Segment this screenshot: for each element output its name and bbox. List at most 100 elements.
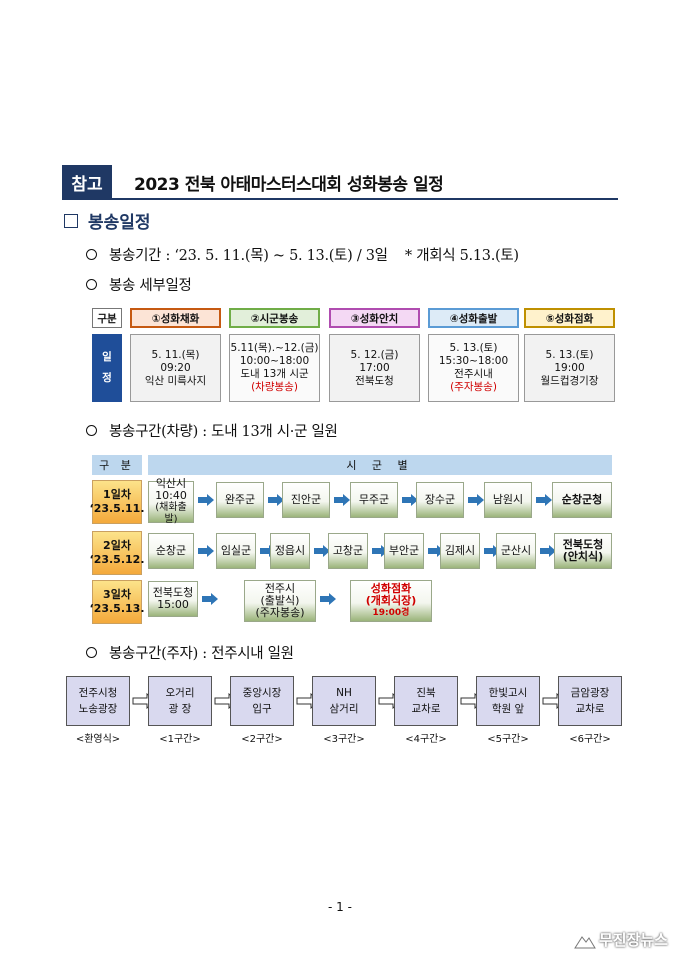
right-arrow-icon — [334, 494, 350, 506]
city-box: 군산시 — [496, 533, 536, 569]
city-name: 전주시 — [264, 582, 296, 595]
stage-detail-line: 도내 13개 시군 — [240, 368, 309, 380]
circle-bullet-icon — [86, 279, 97, 290]
stage-detail-line: 월드컵경기장 — [540, 374, 599, 387]
city-name: 고창군 — [332, 544, 364, 557]
stop-name: 입구 — [252, 703, 272, 715]
stage-detail-line: 익산 미륵사지 — [144, 374, 207, 387]
day-cell: 2일차 ‘23.5.12. — [89, 531, 145, 575]
right-arrow-icon — [314, 545, 330, 557]
route-header: 구 분 시 군 별 — [92, 455, 612, 475]
city-box: 임실군 — [216, 533, 256, 569]
stop-label: <3구간> — [323, 734, 365, 745]
right-arrow-icon — [540, 545, 556, 557]
circle-bullet-icon — [86, 425, 97, 436]
stop-name: 광 장 — [168, 703, 192, 715]
city-box: 정읍시 — [270, 533, 310, 569]
city-name: 10:40 — [155, 489, 187, 502]
stage-detail-line: 5. 11.(목) — [151, 348, 200, 361]
city-box: 무주군 — [350, 482, 398, 518]
day-date: ‘23.5.12. — [89, 553, 145, 566]
stage-detail-line: 5. 12.(금) — [350, 348, 399, 361]
page-number: - 1 - — [328, 900, 352, 914]
day-label: 3일차 — [103, 588, 131, 601]
stop-name: NH — [336, 687, 352, 699]
city-name: 익산시 — [155, 477, 187, 490]
city-box: 완주군 — [216, 482, 264, 518]
stage-detail-line: 전주시내 — [454, 368, 493, 380]
city-name: 순창군청 — [561, 493, 603, 506]
vehicle-line: 봉송구간(차량) : 도내 13개 시·군 일원 — [86, 420, 338, 441]
watermark-text: 무진장뉴스 — [598, 931, 668, 949]
stop-label: <6구간> — [569, 734, 611, 745]
city-name: 완주군 — [224, 493, 256, 506]
right-arrow-icon — [402, 494, 418, 506]
stop-name: 노송광장 — [78, 703, 118, 715]
section-heading: 봉송일정 — [64, 208, 151, 233]
stop-name: 중앙시장 — [242, 687, 282, 699]
city-box: 순창군 — [148, 533, 194, 569]
stage-detail-line: 15:30~18:00 — [438, 355, 509, 367]
stop-name: 삼거리 — [329, 703, 359, 715]
period-line: 봉송기간 : ‘23. 5. 11.(목) ~ 5. 13.(토) / 3일 *… — [86, 244, 519, 265]
stage-note: (차량봉송) — [251, 381, 298, 393]
day-label: 2일차 — [103, 539, 131, 552]
city-box: 전북도청 (안치식) — [554, 533, 612, 569]
stage-detail: 5. 13.(토) 15:30~18:00 전주시내 (주자봉송) — [428, 334, 519, 402]
city-name: (주자봉송) — [255, 606, 305, 619]
stage-header: ④성화출발 — [428, 308, 519, 328]
stage-header: ②시군봉송 — [229, 308, 320, 328]
stage-header: ③성화안치 — [329, 308, 420, 328]
city-name: 무주군 — [358, 493, 390, 506]
stop-name: 학원 앞 — [491, 703, 525, 715]
city-name: 진안군 — [290, 493, 322, 506]
right-arrow-icon — [198, 545, 214, 557]
parking-text: 봉송구간(주자) : 전주시내 일원 — [109, 646, 294, 662]
city-name: 전북도청 — [562, 538, 604, 551]
day-date: ‘23.5.13. — [89, 602, 145, 615]
stage-detail-line: 09:20 — [160, 361, 191, 374]
stop-label: <2구간> — [241, 734, 283, 745]
row-label-char: 정 — [102, 372, 112, 384]
right-arrow-icon — [536, 494, 552, 506]
stage-detail-line: 전북도청 — [355, 374, 394, 387]
city-box: 남원시 — [484, 482, 532, 518]
route-stop: 전주시청 노송광장 — [66, 676, 130, 726]
city-name: (출발식) — [260, 594, 300, 607]
stop-name: 교차로 — [411, 703, 441, 715]
stop-name: 교차로 — [575, 703, 605, 715]
section-heading-label: 봉송일정 — [88, 213, 151, 233]
city-name: (안치식) — [562, 550, 604, 563]
parking-line: 봉송구간(주자) : 전주시내 일원 — [86, 642, 294, 663]
detail-line: 봉송 세부일정 — [86, 274, 192, 295]
row-label-char: 일 — [102, 351, 112, 363]
city-name: 전북도청 — [152, 586, 194, 599]
watermark: 무진장뉴스 — [574, 929, 668, 950]
city-box: 전주시 (출발식) (주자봉송) — [244, 580, 316, 622]
stage-detail: 5. 11.(목) 09:20 익산 미륵사지 — [130, 334, 221, 402]
city-name: 부안군 — [388, 544, 420, 557]
circle-bullet-icon — [86, 249, 97, 260]
city-box: 부안군 — [384, 533, 424, 569]
stop-label: <4구간> — [405, 734, 447, 745]
vehicle-text: 봉송구간(차량) : 도내 13개 시·군 일원 — [109, 424, 338, 440]
city-name: 장수군 — [424, 493, 456, 506]
stop-name: 금암광장 — [570, 687, 610, 699]
period-text: 봉송기간 : ‘23. 5. 11.(목) ~ 5. 13.(토) / 3일 *… — [109, 248, 519, 264]
right-arrow-icon — [198, 494, 214, 506]
stop-label: <환영식> — [75, 734, 121, 745]
reference-tag: 참고 — [62, 165, 112, 199]
stage-note: (주자봉송) — [450, 381, 497, 393]
city-box: 익산시 10:40 (채화출발) — [148, 477, 194, 525]
stage-detail-line: 5. 13.(토) — [545, 348, 594, 361]
city-time: 19:00경 — [372, 608, 410, 618]
right-arrow-icon — [320, 593, 336, 605]
route-stop: NH 삼거리 — [312, 676, 376, 726]
stage-detail-line: 10:00~18:00 — [239, 355, 310, 367]
stage-detail: 5. 13.(토) 19:00 월드컵경기장 — [524, 334, 615, 402]
stage-header: ⑤성화점화 — [524, 308, 615, 328]
city-name: 김제시 — [444, 544, 476, 557]
